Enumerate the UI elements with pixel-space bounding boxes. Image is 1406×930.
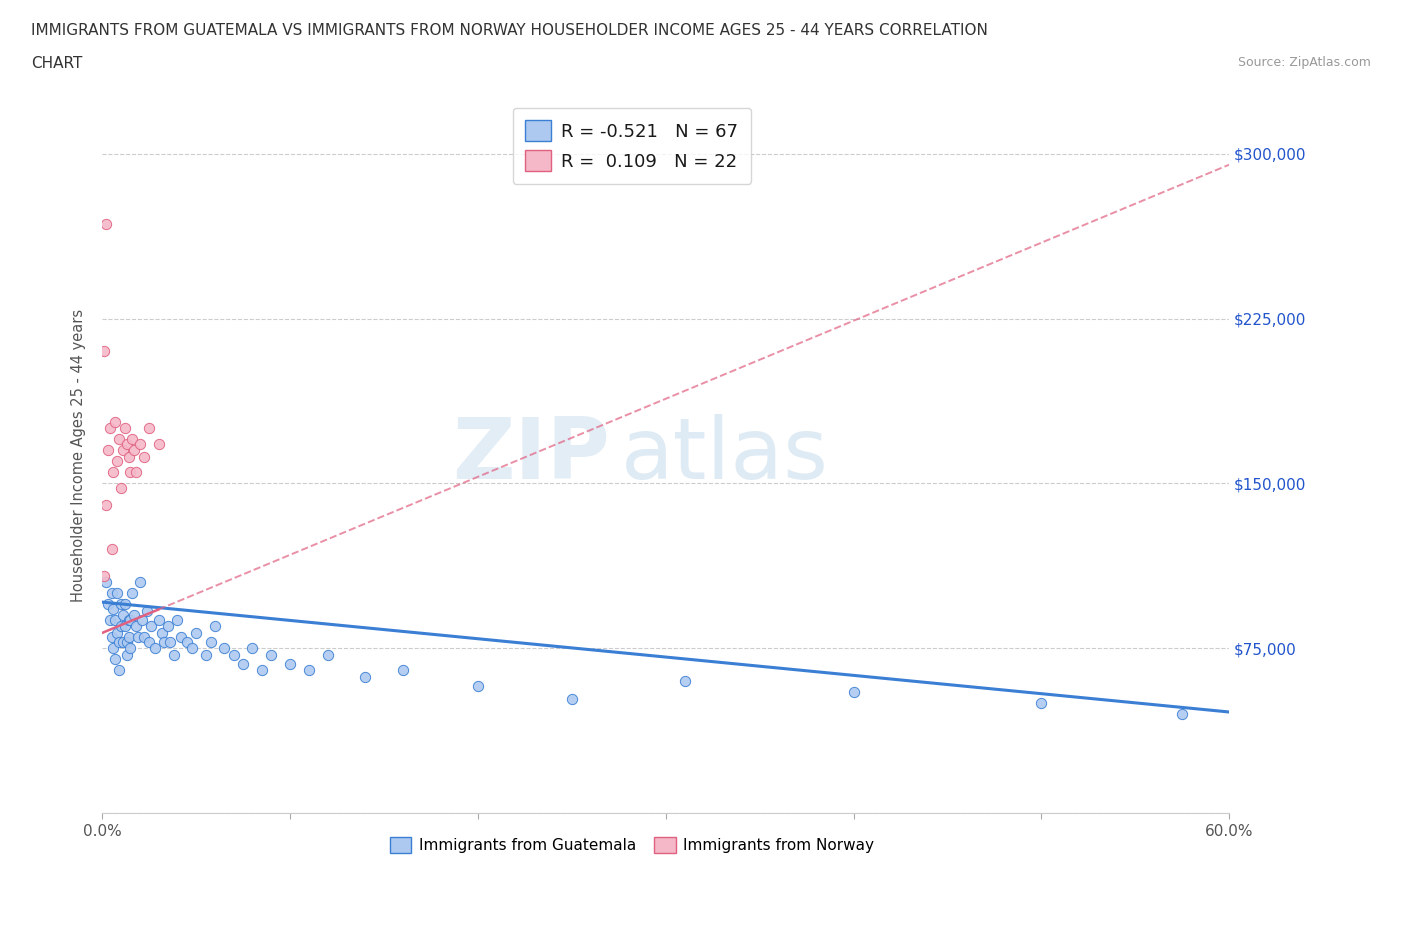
Point [143, 641, 166, 656]
Point [214, 641, 236, 656]
Point [111, 443, 134, 458]
Point [298, 663, 321, 678]
Point [242, 641, 264, 656]
Text: ZIP: ZIP [451, 415, 609, 498]
Point [120, 612, 142, 627]
Point [121, 432, 143, 447]
Point [114, 421, 136, 436]
Point [232, 657, 254, 671]
Point [125, 465, 148, 480]
Point [354, 670, 377, 684]
Point [117, 630, 139, 644]
Point [100, 542, 122, 557]
Point [105, 454, 128, 469]
Point [108, 432, 131, 447]
Point [204, 618, 226, 633]
Point [93, 568, 115, 583]
Point [115, 436, 138, 451]
Point [138, 634, 160, 649]
Point [103, 602, 125, 617]
Text: atlas: atlas [620, 415, 828, 498]
Point [250, 663, 273, 678]
Point [136, 604, 159, 618]
Point [122, 608, 145, 623]
Point [108, 634, 131, 649]
Point [104, 612, 127, 627]
Point [105, 626, 128, 641]
Point [1031, 696, 1053, 711]
Point [181, 641, 204, 656]
Point [104, 652, 127, 667]
Text: CHART: CHART [31, 56, 83, 71]
Point [128, 575, 150, 590]
Point [117, 612, 139, 627]
Point [122, 443, 145, 458]
Point [111, 608, 134, 623]
Point [115, 647, 138, 662]
Point [162, 647, 184, 662]
Point [94, 217, 117, 232]
Point [114, 618, 136, 633]
Point [93, 344, 115, 359]
Point [114, 597, 136, 612]
Point [110, 481, 132, 496]
Point [111, 634, 134, 649]
Point [121, 586, 143, 601]
Point [222, 647, 245, 662]
Point [159, 634, 181, 649]
Point [128, 436, 150, 451]
Point [94, 498, 117, 512]
Point [316, 647, 339, 662]
Point [103, 641, 125, 656]
Point [105, 586, 128, 601]
Text: IMMIGRANTS FROM GUATEMALA VS IMMIGRANTS FROM NORWAY HOUSEHOLDER INCOME AGES 25 -: IMMIGRANTS FROM GUATEMALA VS IMMIGRANTS … [31, 23, 988, 38]
Point [176, 634, 198, 649]
Point [1171, 707, 1194, 722]
Legend: Immigrants from Guatemala, Immigrants from Norway: Immigrants from Guatemala, Immigrants fr… [384, 830, 880, 859]
Point [132, 449, 155, 464]
Point [120, 641, 142, 656]
Point [138, 421, 160, 436]
Point [153, 634, 176, 649]
Point [94, 575, 117, 590]
Point [200, 634, 222, 649]
Point [132, 630, 155, 644]
Point [125, 618, 148, 633]
Point [120, 465, 142, 480]
Point [110, 597, 132, 612]
Text: Source: ZipAtlas.com: Source: ZipAtlas.com [1237, 56, 1371, 69]
Point [103, 465, 125, 480]
Point [391, 663, 413, 678]
Point [150, 626, 173, 641]
Point [139, 618, 162, 633]
Point [184, 626, 207, 641]
Point [97, 443, 120, 458]
Point [127, 630, 149, 644]
Point [98, 612, 121, 627]
Point [104, 415, 127, 430]
Point [166, 612, 188, 627]
Point [98, 421, 121, 436]
Point [156, 618, 179, 633]
Point [115, 634, 138, 649]
Point [110, 618, 132, 633]
Point [148, 612, 170, 627]
Point [117, 449, 139, 464]
Point [100, 586, 122, 601]
Point [100, 630, 122, 644]
Point [561, 691, 583, 706]
Point [108, 663, 131, 678]
Point [194, 647, 217, 662]
Point [97, 597, 120, 612]
Point [170, 630, 193, 644]
Point [673, 674, 696, 689]
Point [148, 436, 170, 451]
Point [260, 647, 283, 662]
Point [278, 657, 301, 671]
Point [131, 612, 153, 627]
Point [842, 684, 865, 699]
Y-axis label: Householder Income Ages 25 - 44 years: Householder Income Ages 25 - 44 years [72, 310, 86, 603]
Point [467, 678, 489, 693]
